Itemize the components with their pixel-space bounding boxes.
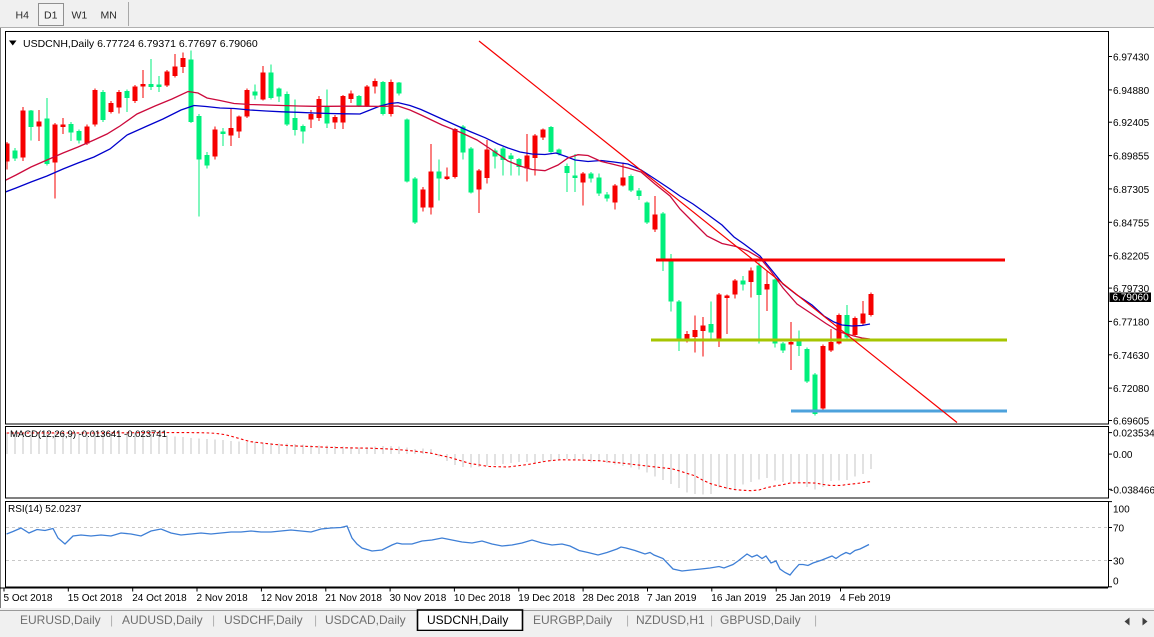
svg-text:25 Jan 2019: 25 Jan 2019 [776, 593, 831, 604]
svg-text:24 Oct 2018: 24 Oct 2018 [132, 593, 187, 604]
svg-text:USDCHF,Daily: USDCHF,Daily [224, 613, 303, 627]
svg-text:6.74630: 6.74630 [1113, 351, 1150, 362]
svg-text:6.84755: 6.84755 [1113, 218, 1150, 229]
svg-text:|: | [212, 613, 215, 627]
svg-text:0.00: 0.00 [1113, 450, 1133, 461]
svg-text:30: 30 [1113, 557, 1125, 568]
svg-text:21 Nov 2018: 21 Nov 2018 [325, 593, 382, 604]
svg-text:USDCNH,Daily 6.77724 6.79371: USDCNH,Daily 6.77724 6.79371 6.77697 6.7… [23, 38, 258, 50]
svg-text:6.92405: 6.92405 [1113, 118, 1150, 129]
svg-text:6.94880: 6.94880 [1113, 86, 1150, 97]
svg-text:6.79060: 6.79060 [1113, 293, 1150, 304]
svg-text:GBPUSD,Daily: GBPUSD,Daily [720, 613, 801, 627]
svg-text:10 Dec 2018: 10 Dec 2018 [454, 593, 511, 604]
svg-text:4 Feb 2019: 4 Feb 2019 [840, 593, 891, 604]
svg-text:0.023534: 0.023534 [1113, 429, 1154, 440]
svg-text:W1: W1 [72, 10, 88, 22]
svg-text:6.69605: 6.69605 [1113, 417, 1150, 428]
svg-text:|: | [626, 613, 629, 627]
svg-text:MACD(12,26,9) -0.013641 -0.023: MACD(12,26,9) -0.013641 -0.023741 [10, 429, 167, 440]
svg-text:19 Dec 2018: 19 Dec 2018 [518, 593, 575, 604]
svg-text:|: | [710, 613, 713, 627]
svg-text:6.72080: 6.72080 [1113, 384, 1150, 395]
svg-text:2 Nov 2018: 2 Nov 2018 [197, 593, 249, 604]
svg-text:30 Nov 2018: 30 Nov 2018 [390, 593, 447, 604]
svg-text:6.79730: 6.79730 [1113, 284, 1150, 295]
svg-text:28 Dec 2018: 28 Dec 2018 [583, 593, 640, 604]
svg-text:0: 0 [1113, 577, 1119, 588]
svg-text:EURGBP,Daily: EURGBP,Daily [533, 613, 612, 627]
svg-text:6.97430: 6.97430 [1113, 53, 1150, 64]
svg-text:7 Jan 2019: 7 Jan 2019 [647, 593, 697, 604]
svg-text:-0.038466: -0.038466 [1110, 485, 1154, 496]
svg-text:MN: MN [101, 10, 117, 22]
svg-text:6.77180: 6.77180 [1113, 317, 1150, 328]
svg-text:USDCNH,Daily: USDCNH,Daily [427, 613, 508, 627]
svg-text:6.87305: 6.87305 [1113, 185, 1150, 196]
svg-text:|: | [314, 613, 317, 627]
svg-text:|: | [814, 613, 817, 627]
svg-text:USDCAD,Daily: USDCAD,Daily [325, 613, 406, 627]
svg-text:15 Oct 2018: 15 Oct 2018 [68, 593, 123, 604]
svg-text:12 Nov 2018: 12 Nov 2018 [261, 593, 318, 604]
svg-text:H4: H4 [16, 10, 30, 22]
svg-text:100: 100 [1113, 505, 1130, 516]
svg-text:16 Jan 2019: 16 Jan 2019 [711, 593, 766, 604]
svg-text:5 Oct 2018: 5 Oct 2018 [4, 593, 53, 604]
svg-text:6.82205: 6.82205 [1113, 252, 1150, 263]
svg-text:RSI(14) 52.0237: RSI(14) 52.0237 [8, 504, 82, 515]
svg-text:NZDUSD,H1: NZDUSD,H1 [636, 613, 705, 627]
svg-text:6.89855: 6.89855 [1113, 152, 1150, 163]
svg-text:D1: D1 [44, 10, 58, 22]
svg-text:|: | [110, 613, 113, 627]
svg-text:AUDUSD,Daily: AUDUSD,Daily [122, 613, 203, 627]
svg-text:70: 70 [1113, 524, 1125, 535]
svg-text:EURUSD,Daily: EURUSD,Daily [20, 613, 101, 627]
